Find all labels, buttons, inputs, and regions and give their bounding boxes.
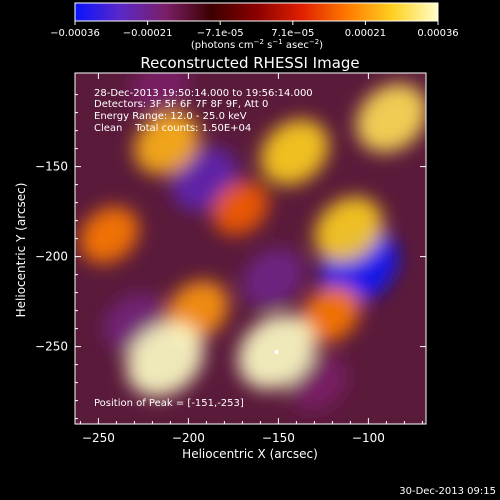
colorbar-tick-label: 0.00021 xyxy=(345,28,386,39)
annotation-time: 28-Dec-2013 19:50:14.000 to 19:56:14.000 xyxy=(94,88,313,99)
heat-bright-feature xyxy=(356,83,426,153)
x-tick-label: −150 xyxy=(262,431,295,445)
colorbar-ticks: −0.00036 −0.00021 −7.1e-05 7.1e−05 0.00021 0.… xyxy=(50,21,459,39)
colorbar-tick-label: −0.00021 xyxy=(123,28,173,39)
chart-title: Reconstructed RHESSI Image xyxy=(140,54,359,72)
colorbar-tick-label: 7.1e−05 xyxy=(271,28,314,39)
heat-bright-feature xyxy=(301,285,361,343)
y-tick-label: −150 xyxy=(35,160,68,174)
peak-marker xyxy=(274,350,279,354)
heat-dark-feature xyxy=(241,248,305,309)
heat-dark-feature xyxy=(130,73,190,115)
footer-timestamp: 30-Dec-2013 09:15 xyxy=(399,486,496,497)
annotation-detectors: Detectors: 3F 5F 6F 7F 8F 9F, Att 0 xyxy=(94,99,268,110)
annotation-block: 28-Dec-2013 19:50:14.000 to 19:56:14.000… xyxy=(94,88,313,409)
axis-ticks: −250 −200 −150 −100 −250 −200 −150 xyxy=(35,73,426,445)
colorbar-tick-label: 0.00036 xyxy=(417,28,458,39)
colorbar-tick-label: −0.00036 xyxy=(50,28,100,39)
y-tick-label: −200 xyxy=(35,250,68,264)
colorbar xyxy=(74,2,439,22)
heat-bright-feature xyxy=(134,111,200,175)
annotation-peak: Position of Peak = [-151,-253] xyxy=(94,398,244,409)
annotation-energy: Energy Range: 12.0 - 25.0 keV xyxy=(94,111,247,122)
heat-bright-feature xyxy=(79,206,139,264)
colorbar-tick-label: −7.1e-05 xyxy=(197,28,244,39)
x-axis-label: Heliocentric X (arcsec) xyxy=(182,447,318,461)
x-tick-label: −250 xyxy=(82,431,115,445)
y-tick-label: −250 xyxy=(35,340,68,354)
heat-bright-feature xyxy=(126,321,204,397)
colorbar-label: (photons cm−2 s−1 asec−2) xyxy=(191,38,323,51)
heat-bright-feature xyxy=(260,119,329,186)
heatmap-image xyxy=(79,73,426,412)
plot-frame xyxy=(74,72,427,425)
heat-bright-feature xyxy=(314,196,383,263)
x-tick-label: −100 xyxy=(352,431,385,445)
annotation-clean: Clean Total counts: 1.50E+04 xyxy=(94,123,251,134)
heat-bright-feature xyxy=(212,181,269,235)
y-axis-label: Heliocentric Y (arcsec) xyxy=(14,183,28,318)
x-tick-label: −200 xyxy=(172,431,205,445)
